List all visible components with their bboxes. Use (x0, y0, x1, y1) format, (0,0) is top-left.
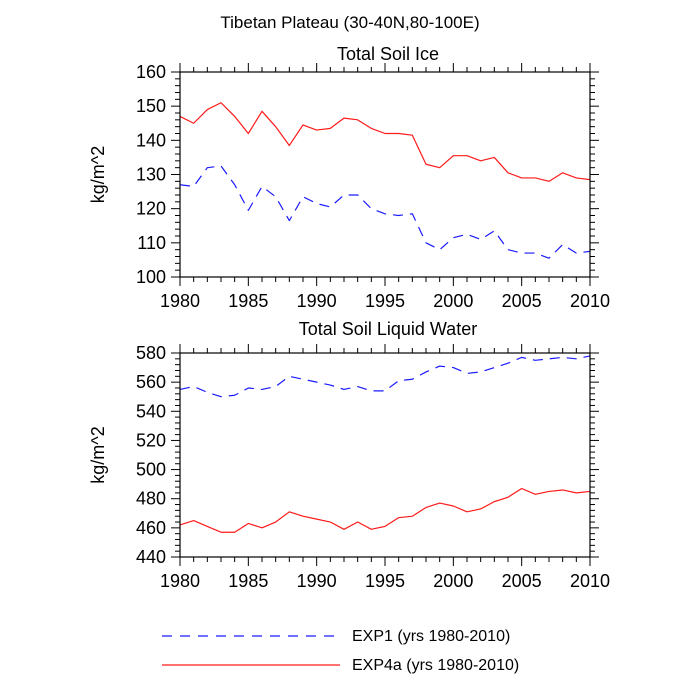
y-tick-label: 520 (136, 430, 166, 450)
data-point-exp1-1992 (343, 194, 346, 197)
data-point-exp1-1995 (384, 389, 387, 392)
y-tick-label: 160 (136, 62, 166, 82)
y-tick-label: 120 (136, 199, 166, 219)
panel-total-soil-ice: Total Soil Ice kg/m^2 1980 1985 1990 1995 2000… (88, 44, 610, 311)
series-line-exp4a (179, 102, 591, 182)
y-tick-label: 110 (137, 233, 166, 253)
x-tick-label: 1990 (297, 291, 337, 311)
data-point-exp1-2008 (561, 356, 564, 359)
panel-title: Total Soil Ice (337, 44, 439, 64)
x-tick-label: 2000 (433, 571, 473, 591)
x-tick-label: 1985 (228, 571, 268, 591)
x-tick-label: 1995 (365, 571, 405, 591)
x-tick-label: 2010 (570, 571, 610, 591)
x-tick-label: 2010 (570, 291, 610, 311)
data-point-exp1-1990 (315, 202, 318, 205)
legend-label-exp4a: EXP4a (yrs 1980-2010) (352, 657, 519, 674)
data-point-exp1-1981 (192, 185, 195, 188)
legend-label-exp1: EXP1 (yrs 1980-2010) (352, 628, 510, 645)
x-tick-label: 1990 (297, 571, 337, 591)
y-axis-label: kg/m^2 (88, 426, 108, 483)
panel-title: Total Soil Liquid Water (299, 319, 477, 339)
x-tick-label: 1980 (160, 571, 200, 591)
plot-frame (179, 71, 591, 278)
y-tick-label: 150 (136, 96, 166, 116)
data-point-exp1-1988 (288, 375, 291, 378)
figure-title: Tibetan Plateau (30-40N,80-100E) (220, 13, 479, 32)
data-point-exp1-1981 (192, 385, 195, 388)
data-point-exp1-1982 (206, 391, 209, 394)
legend: EXP1 (yrs 1980-2010) EXP4a (yrs 1980-201… (162, 628, 519, 674)
data-point-exp1-1991 (329, 205, 332, 208)
x-tick-label: 1980 (160, 291, 200, 311)
x-tick-label: 1995 (365, 291, 405, 311)
data-point-exp1-1986 (261, 185, 264, 188)
data-point-exp1-2002 (479, 238, 482, 241)
panel-total-soil-liquid-water: Total Soil Liquid Water kg/m^2 1980 1985 199… (88, 319, 610, 591)
y-axis-label: kg/m^2 (88, 146, 108, 203)
y-tick-label: 130 (136, 165, 166, 185)
y-tick-label: 540 (136, 401, 166, 421)
y-tick-label: 140 (136, 130, 166, 150)
data-point-exp1-1987 (274, 195, 277, 198)
data-point-exp1-1996 (397, 379, 400, 382)
series-line-exp4a (179, 487, 591, 533)
data-point-exp1-2001 (466, 233, 469, 236)
data-point-exp1-1989 (302, 378, 305, 381)
y-tick-label: 580 (136, 343, 166, 363)
data-point-exp1-2005 (520, 252, 523, 255)
x-tick-label: 2005 (502, 571, 542, 591)
y-tick-label: 100 (136, 267, 166, 287)
data-point-exp1-1987 (274, 385, 277, 388)
series-line-exp1 (179, 355, 591, 398)
x-tick-label: 1985 (228, 291, 268, 311)
data-point-exp1-1994 (370, 389, 373, 392)
y-tick-label: 460 (136, 518, 166, 538)
x-tick-label: 2000 (433, 291, 473, 311)
x-tick-label: 2005 (502, 291, 542, 311)
y-tick-label: 500 (136, 460, 166, 480)
series-line-exp1 (179, 165, 591, 259)
data-point-exp1-2002 (479, 370, 482, 373)
y-tick-label: 480 (136, 489, 166, 509)
y-tick-label: 440 (136, 547, 166, 567)
y-tick-label: 560 (136, 372, 166, 392)
